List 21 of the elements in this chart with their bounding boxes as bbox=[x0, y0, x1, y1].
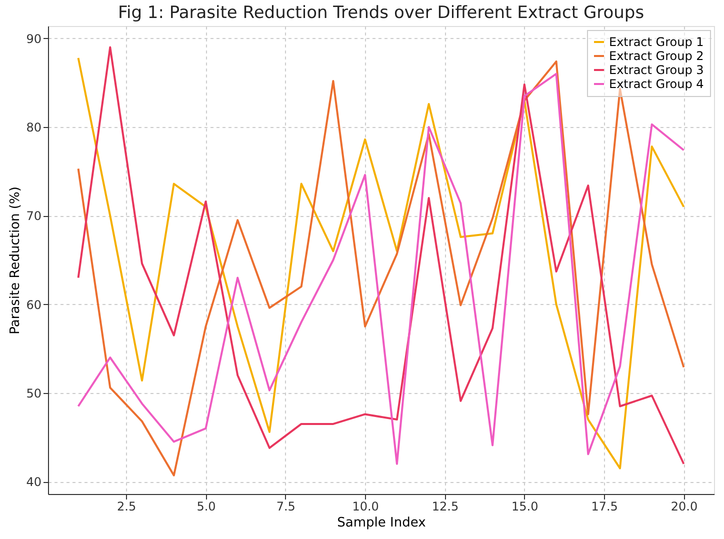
x-tick-label: 17.5 bbox=[591, 500, 618, 514]
y-tick-label: 70 bbox=[26, 209, 42, 224]
x-tick-label: 20.0 bbox=[670, 500, 698, 514]
y-tick-label: 50 bbox=[26, 386, 42, 400]
x-tick-label: 2.5 bbox=[117, 500, 136, 514]
y-tick-label: 90 bbox=[26, 32, 42, 46]
y-tick-label: 40 bbox=[26, 475, 42, 490]
legend-label: Extract Group 1 bbox=[609, 35, 704, 49]
x-tick-label: 12.5 bbox=[432, 500, 459, 514]
y-axis-title: Parasite Reduction (%) bbox=[8, 186, 24, 334]
x-axis-title: Sample Index bbox=[337, 516, 426, 530]
x-tick-label: 15.0 bbox=[512, 500, 538, 514]
x-tick-label: 7.5 bbox=[276, 500, 296, 514]
x-tick-label: 5.0 bbox=[196, 500, 216, 514]
chart-title: Fig 1: Parasite Reduction Trends over Different Extract Groups bbox=[118, 3, 644, 23]
legend-label: Extract Group 4 bbox=[609, 77, 704, 91]
x-tick-label: 10.0 bbox=[352, 500, 379, 514]
legend-label: Extract Group 2 bbox=[609, 49, 704, 63]
legend-label: Extract Group 3 bbox=[609, 63, 704, 77]
y-tick-label: 60 bbox=[26, 298, 42, 312]
y-tick-label: 80 bbox=[26, 120, 42, 135]
